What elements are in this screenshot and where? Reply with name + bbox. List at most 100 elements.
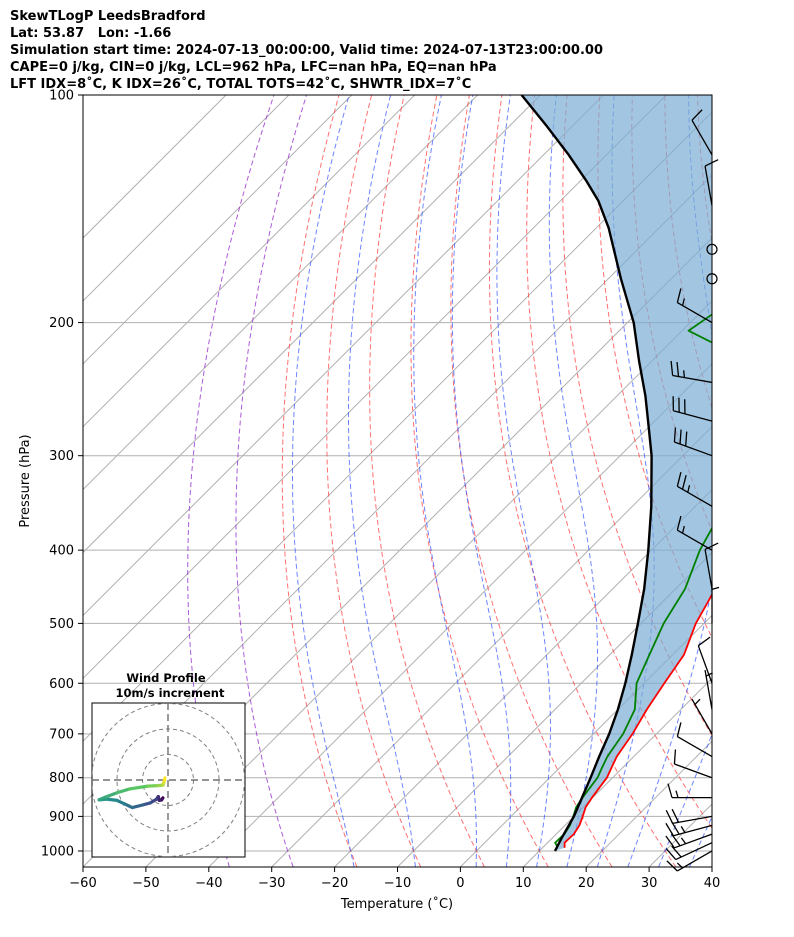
- hodograph-plot: [92, 703, 245, 857]
- chart-title-line: CAPE=0 j/kg, CIN=0 j/kg, LCL=962 hPa, LF…: [10, 60, 497, 75]
- dry-adiabat: [450, 95, 613, 867]
- barb-staff: [697, 645, 713, 684]
- x-tick-label: 10: [515, 876, 532, 891]
- series-line-parcel: [520, 95, 653, 852]
- chart-title-block: SkewTLogP LeedsBradford Lat: 53.87 Lon: -…: [10, 8, 603, 93]
- barb-half-flag: [683, 370, 686, 378]
- barb-staff: [673, 824, 713, 837]
- barb-staff: [674, 763, 713, 779]
- hodograph-segment: [105, 797, 119, 803]
- x-tick-label: −50: [132, 876, 159, 891]
- dry-adiabat: [562, 95, 712, 737]
- barb-flag: [667, 783, 673, 798]
- wind-barb: [667, 783, 712, 799]
- barb-staff: [704, 549, 713, 589]
- barb-staff: [704, 670, 713, 710]
- barb-half-flag: [676, 862, 684, 869]
- barb-flag: [665, 809, 674, 824]
- barb-staff: [674, 833, 713, 849]
- y-tick-label: 100: [49, 89, 74, 104]
- barb-flag: [676, 361, 680, 377]
- y-tick-label: 1000: [41, 844, 74, 859]
- wind-barb: [676, 515, 713, 551]
- wind-barb: [673, 427, 713, 457]
- x-tick-label: 20: [578, 876, 595, 891]
- wind-barb: [672, 396, 713, 422]
- isotherm-gridline: [83, 95, 290, 302]
- wind-barb: [676, 722, 713, 758]
- barb-flag: [665, 835, 675, 849]
- x-tick-label: 30: [641, 876, 658, 891]
- hodograph-subtitle: 10m/s increment: [116, 686, 225, 700]
- barb-flag: [679, 429, 682, 445]
- moist-adiabat: [627, 95, 712, 867]
- barb-flag: [676, 472, 682, 487]
- barb-half-flag: [680, 826, 686, 833]
- hodograph-inset: [91, 702, 246, 858]
- axes: −60 −50 −40 −30 −20 −10 0 10 20 30 40 1000 900 800 700…: [41, 89, 720, 892]
- barb-flag: [673, 749, 677, 765]
- isotherm-gridline: [711, 866, 712, 867]
- barb-half-flag: [687, 485, 691, 493]
- barb-flag: [681, 475, 687, 490]
- barb-flag: [691, 109, 703, 121]
- barb-flag: [676, 515, 682, 531]
- barb-flag: [697, 636, 711, 647]
- y-tick-label: 300: [49, 449, 74, 464]
- hodograph-segment: [128, 784, 150, 791]
- isotherm-gridline: [208, 363, 712, 867]
- barb-staff: [677, 529, 713, 551]
- dry-adiabat: [730, 95, 794, 867]
- wind-barb: [706, 243, 718, 255]
- isotherm-gridline: [271, 425, 712, 867]
- y-tick-label: 700: [49, 727, 74, 742]
- moist-adiabat: [496, 95, 551, 867]
- y-tick-label: 600: [49, 677, 74, 692]
- chart-title-line: Lat: 53.87 Lon: -1.66: [10, 26, 172, 41]
- chart-title-line: Simulation start time: 2024-07-13_00:00:…: [10, 43, 603, 58]
- barb-flag: [671, 845, 682, 858]
- wind-barb: [704, 542, 719, 589]
- wind-barb: [673, 749, 713, 779]
- barb-flag: [673, 427, 677, 443]
- barb-flag: [670, 360, 674, 376]
- isotherm-gridline: [83, 95, 478, 491]
- barb-staff: [675, 842, 713, 861]
- barb-staff: [691, 119, 713, 156]
- dry-adiabat: [187, 95, 275, 867]
- chart-title-line: SkewTLogP LeedsBradford: [10, 9, 206, 24]
- isotherm-gridline: [83, 95, 353, 365]
- wind-barb: [670, 360, 713, 384]
- barb-flag: [685, 431, 688, 447]
- y-tick-label: 400: [49, 544, 74, 559]
- cape-shading: [521, 95, 712, 851]
- wind-barb: [691, 109, 713, 156]
- dry-adiabat: [763, 95, 794, 867]
- moist-adiabat: [413, 95, 477, 867]
- moist-adiabat: [548, 95, 598, 867]
- isotherm-gridline: [83, 95, 416, 428]
- isotherm-gridline: [83, 95, 541, 554]
- barb-half-flag: [680, 837, 687, 845]
- barb-staff: [677, 850, 713, 872]
- x-tick-label: 0: [456, 876, 464, 891]
- calm-wind-circle: [706, 243, 718, 255]
- background-lines: [83, 95, 794, 867]
- barb-flag: [671, 808, 680, 823]
- y-tick-label: 200: [49, 316, 74, 331]
- isotherm-gridline: [397, 551, 712, 867]
- dry-adiabat: [410, 95, 549, 867]
- dry-adiabat: [526, 95, 712, 829]
- series-line-temperature: [563, 592, 712, 848]
- y-tick-label: 900: [49, 810, 74, 825]
- chart-title-line: LFT IDX=8˚C, K IDX=26˚C, TOTAL TOTS=42˚C…: [10, 77, 472, 92]
- isotherm-gridline: [334, 488, 712, 867]
- isotherm-gridline: [460, 614, 712, 867]
- moist-adiabat: [720, 95, 794, 867]
- barb-staff: [674, 441, 713, 457]
- cape-cin-area: [521, 95, 712, 851]
- wind-barbs: [665, 109, 720, 872]
- barb-staff: [691, 698, 713, 735]
- barb-staff: [677, 735, 713, 758]
